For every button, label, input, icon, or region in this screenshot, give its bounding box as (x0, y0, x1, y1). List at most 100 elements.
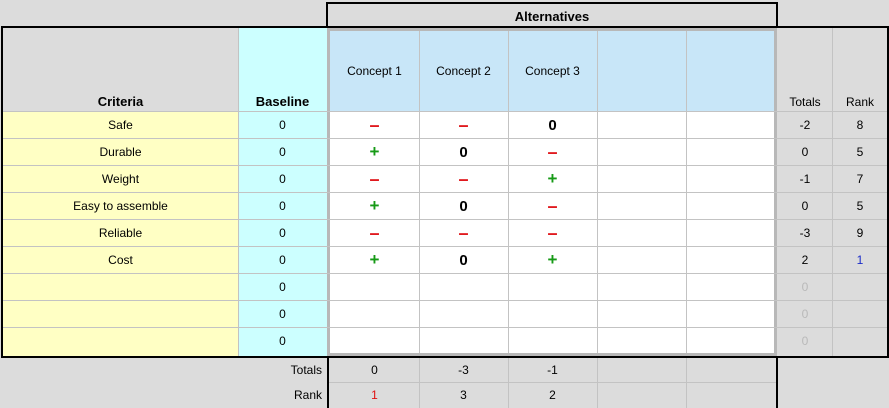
rank-header: Rank (833, 28, 887, 111)
criteria-column (3, 111, 238, 356)
footer-total-concept-5 (686, 358, 775, 382)
footer-total-concept-2: -3 (458, 363, 469, 377)
baseline-cell[interactable]: 0 (279, 145, 286, 159)
footer-totals-label: Totals (290, 363, 322, 377)
score-cell[interactable]: + (547, 250, 558, 269)
criterion-cell[interactable]: Safe (108, 118, 133, 132)
criterion-cell[interactable]: Reliable (98, 226, 143, 240)
score-cell[interactable]: 0 (459, 143, 468, 161)
score-cell[interactable] (686, 112, 775, 138)
score-cell[interactable] (597, 328, 686, 354)
score-cell[interactable]: + (369, 196, 380, 215)
score-cell[interactable]: + (369, 250, 380, 269)
score-cell[interactable] (508, 328, 597, 354)
score-cell[interactable] (597, 247, 686, 273)
score-cell[interactable] (597, 301, 686, 327)
criterion-cell[interactable]: Weight (101, 172, 140, 186)
score-cell[interactable] (330, 301, 419, 327)
criterion-cell[interactable] (3, 301, 238, 327)
score-cell[interactable] (686, 220, 775, 246)
concept-header-5[interactable] (686, 31, 774, 111)
score-cell[interactable] (597, 166, 686, 192)
score-cell[interactable]: – (369, 114, 380, 135)
score-cell[interactable] (686, 139, 775, 165)
footer-total-concept-3: -1 (547, 363, 558, 377)
score-cell[interactable] (686, 193, 775, 219)
score-cell[interactable]: – (458, 168, 469, 189)
baseline-cell[interactable]: 0 (279, 334, 286, 348)
row-total-cell: -2 (799, 118, 811, 132)
score-cell[interactable] (508, 301, 597, 327)
baseline-header: Baseline (238, 28, 327, 111)
baseline-cell[interactable]: 0 (279, 118, 286, 132)
criterion-cell[interactable]: Durable (99, 145, 142, 159)
score-cell[interactable] (330, 328, 419, 354)
concept-header-3[interactable]: Concept 3 (508, 31, 597, 111)
score-cell[interactable] (330, 274, 419, 300)
footer-total-concept-1: 0 (371, 363, 378, 377)
criterion-cell[interactable]: Cost (108, 253, 133, 267)
row-total-cell: 0 (801, 280, 809, 294)
score-cell[interactable]: 0 (459, 251, 468, 269)
score-cell[interactable] (686, 166, 775, 192)
footer-rank-concept-4 (597, 383, 686, 407)
row-rank-cell: 7 (856, 172, 864, 186)
baseline-cell[interactable]: 0 (279, 253, 286, 267)
concept-label-1: Concept 1 (347, 64, 402, 78)
row-rank-cell: 5 (856, 145, 864, 159)
score-cell[interactable]: – (458, 222, 469, 243)
row-rank-cell: 9 (856, 226, 864, 240)
baseline-cell[interactable]: 0 (279, 199, 286, 213)
concept-header-4[interactable] (597, 31, 686, 111)
score-cell[interactable] (597, 220, 686, 246)
score-cell[interactable] (686, 301, 775, 327)
criteria-header-label: Criteria (97, 94, 144, 109)
baseline-header-label: Baseline (255, 94, 310, 109)
score-cell[interactable]: – (458, 114, 469, 135)
footer-rank-concept-2: 3 (460, 388, 467, 402)
footer-rank-label: Rank (293, 388, 322, 402)
baseline-cell[interactable]: 0 (279, 226, 286, 240)
row-rank-cell (833, 301, 887, 327)
criterion-cell[interactable] (3, 274, 238, 300)
concept-label-3: Concept 3 (525, 64, 580, 78)
score-cell[interactable]: 0 (459, 197, 468, 215)
score-cell[interactable] (419, 274, 508, 300)
row-rank-cell: 8 (856, 118, 864, 132)
row-total-cell: 0 (801, 199, 809, 213)
concepts-header-fill (330, 31, 774, 111)
score-cell[interactable] (686, 247, 775, 273)
score-cell[interactable] (597, 112, 686, 138)
score-cell[interactable] (597, 274, 686, 300)
score-cell[interactable] (597, 193, 686, 219)
score-cell[interactable] (686, 274, 775, 300)
score-cell[interactable]: 0 (548, 116, 557, 134)
row-total-cell: 0 (801, 145, 809, 159)
score-cell[interactable] (508, 274, 597, 300)
score-cell[interactable]: – (547, 195, 558, 216)
baseline-cell[interactable]: 0 (279, 172, 286, 186)
score-cell[interactable]: – (369, 222, 380, 243)
score-cell[interactable] (419, 301, 508, 327)
score-cell[interactable] (597, 139, 686, 165)
criterion-cell[interactable] (3, 328, 238, 354)
score-cell[interactable]: – (369, 168, 380, 189)
baseline-cell[interactable]: 0 (279, 307, 286, 321)
score-cell[interactable]: – (547, 222, 558, 243)
alternatives-label: Alternatives (514, 9, 590, 24)
score-cell[interactable]: + (547, 169, 558, 188)
concept-header-1[interactable]: Concept 1 (330, 31, 419, 111)
footer-rank-concept-1: 1 (371, 388, 378, 402)
concept-header-2[interactable]: Concept 2 (419, 31, 508, 111)
score-cell[interactable]: – (547, 141, 558, 162)
footer-rank-concept-3: 2 (549, 388, 556, 402)
score-cell[interactable] (686, 328, 775, 354)
score-cell[interactable]: + (369, 142, 380, 161)
criteria-header: Criteria (3, 28, 238, 111)
row-total-cell: 2 (801, 253, 809, 267)
row-total-cell: 0 (801, 334, 809, 348)
score-cell[interactable] (419, 328, 508, 354)
criterion-cell[interactable]: Easy to assemble (73, 199, 168, 213)
baseline-cell[interactable]: 0 (279, 280, 286, 294)
footer-totals-block (327, 356, 778, 408)
